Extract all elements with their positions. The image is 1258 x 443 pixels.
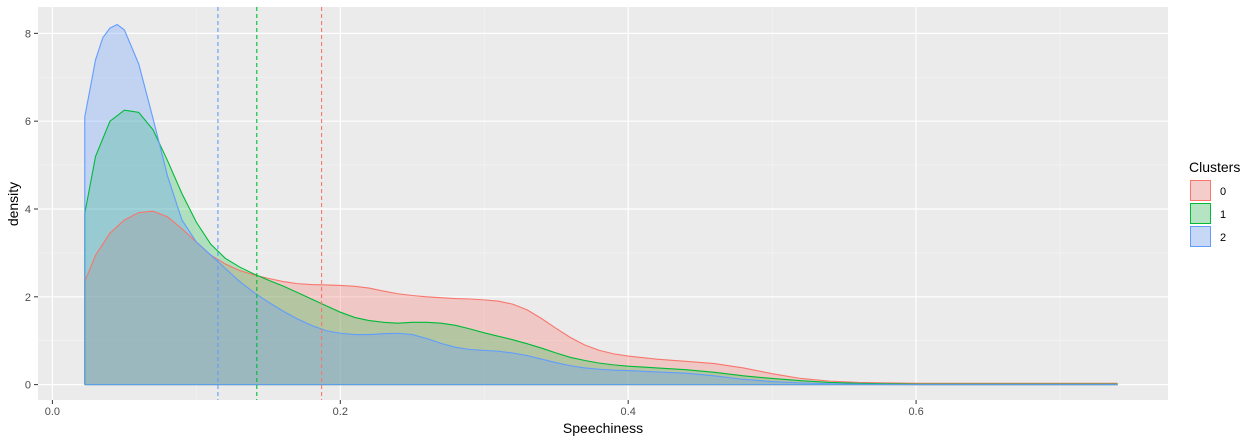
legend-key-2	[1190, 226, 1211, 247]
x-axis-title: Speechiness	[563, 420, 643, 436]
legend-key-background-1	[1190, 203, 1211, 224]
legend: Clusters 0 1 2	[1189, 159, 1240, 247]
density-curve-2	[84, 23, 1118, 386]
plot-background	[38, 7, 1168, 400]
density-curves	[84, 23, 1118, 386]
legend-key-1	[1190, 203, 1211, 224]
x-tick-label: 0.2	[333, 406, 348, 418]
legend-key-background-0	[1190, 180, 1211, 201]
legend-key-background-2	[1190, 226, 1211, 247]
y-axis: 0 2 4 6 8	[25, 28, 38, 392]
density-curve-0	[84, 210, 1118, 385]
y-axis-title: density	[5, 182, 21, 226]
y-tick-label: 6	[25, 116, 31, 128]
x-tick-label: 0.4	[621, 406, 636, 418]
density-area-1	[84, 110, 1118, 385]
major-gridlines	[38, 7, 1168, 400]
legend-label-2: 2	[1220, 232, 1226, 244]
density-area-0	[84, 211, 1118, 385]
legend-label-0: 0	[1220, 186, 1226, 198]
y-tick-label: 0	[25, 380, 31, 392]
x-tick-label: 0.0	[45, 406, 60, 418]
y-tick-label: 4	[25, 204, 31, 216]
y-tick-label: 2	[25, 292, 31, 304]
mean-lines	[217, 7, 323, 400]
legend-key-0	[1190, 180, 1211, 201]
legend-title: Clusters	[1189, 159, 1240, 175]
y-tick-label: 8	[25, 28, 31, 40]
x-axis: 0.0 0.2 0.4 0.6	[45, 400, 924, 418]
density-areas	[84, 24, 1118, 385]
density-area-2	[84, 24, 1118, 385]
legend-label-1: 1	[1220, 209, 1226, 221]
minor-gridlines	[38, 7, 1168, 400]
density-curve-1	[84, 109, 1118, 385]
x-tick-label: 0.6	[908, 406, 923, 418]
